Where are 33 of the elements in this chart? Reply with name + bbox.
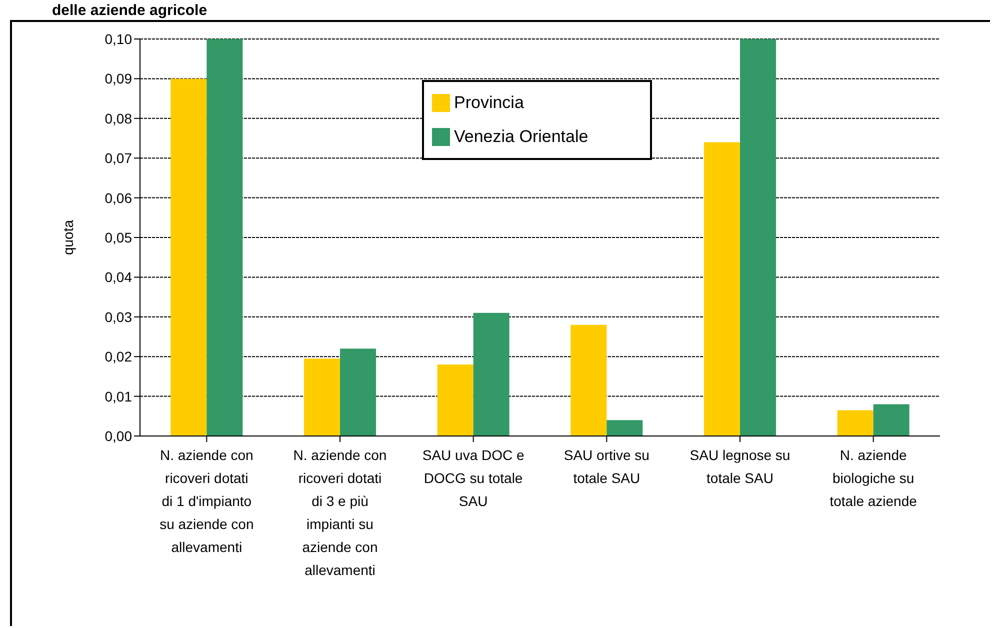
x-tick-label: N. aziende con ricoveri dotati di 1 d'impianto su aziende con allevamenti [160, 447, 254, 555]
x-tick-label: N. aziende biologiche su totale aziende [830, 447, 918, 509]
bar [206, 39, 243, 436]
y-tick-label: 0,09 [104, 70, 132, 87]
y-axis-title: quota [60, 220, 76, 256]
bar [606, 420, 643, 436]
bar [837, 410, 874, 436]
bar [873, 404, 910, 436]
y-tick-label: 0,04 [104, 269, 132, 286]
y-tick-label: 0,07 [104, 150, 132, 166]
y-tick-label: 0,03 [104, 308, 132, 325]
legend-label: Provincia [454, 92, 524, 114]
y-tick-label: 0,01 [104, 388, 132, 404]
y-tick-label: 0,10 [104, 30, 132, 47]
bar [340, 348, 376, 436]
bar [570, 324, 607, 436]
x-tick-label: SAU uva DOC e DOCG su totale SAU [422, 447, 524, 509]
y-tick-label: 0,06 [104, 190, 132, 206]
y-tick-label: 0,00 [104, 428, 132, 444]
y-tick-label: 0,02 [104, 348, 132, 365]
y-tick-label: 0,05 [104, 229, 132, 246]
bar [170, 78, 207, 436]
legend-label: Venezia Orientale [454, 126, 588, 148]
bar [437, 364, 474, 436]
bar [704, 142, 740, 436]
bar [473, 312, 510, 436]
y-tick-label: 0,08 [104, 110, 132, 126]
bar [740, 39, 776, 436]
x-tick-label: SAU legnose su totale SAU [690, 447, 790, 486]
bar [304, 358, 340, 436]
chart-title: delle aziende agricole [52, 2, 208, 19]
x-tick-label: SAU ortive su totale SAU [564, 447, 650, 486]
x-tick-label: N. aziende con ricoveri dotati di 3 e più impianti su aziende con allevamenti [293, 447, 387, 578]
